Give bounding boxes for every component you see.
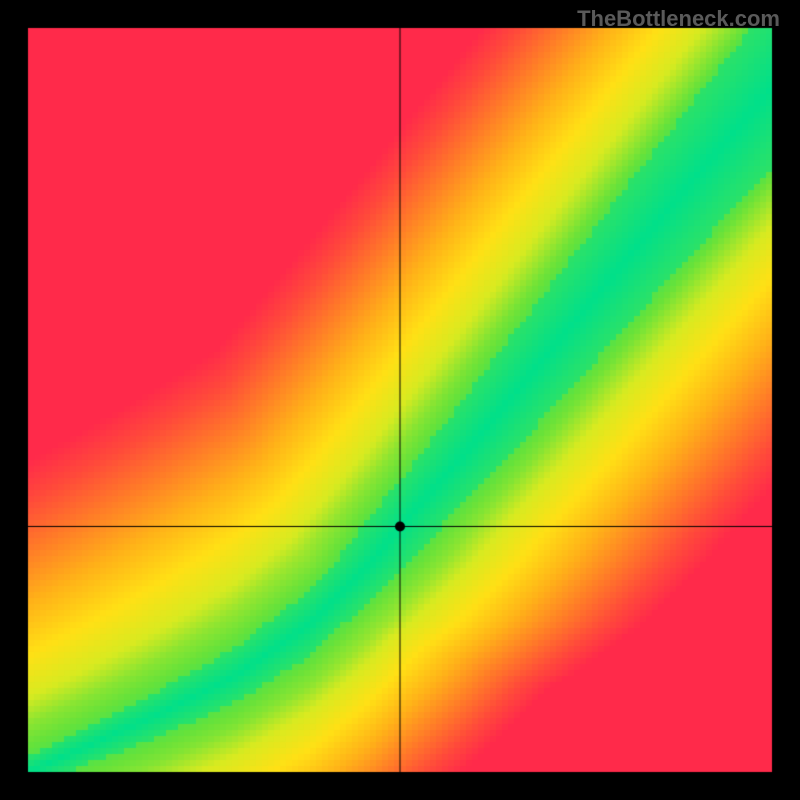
bottleneck-heatmap-container: TheBottleneck.com — [0, 0, 800, 800]
heatmap-canvas — [0, 0, 800, 800]
watermark-text: TheBottleneck.com — [577, 6, 780, 32]
